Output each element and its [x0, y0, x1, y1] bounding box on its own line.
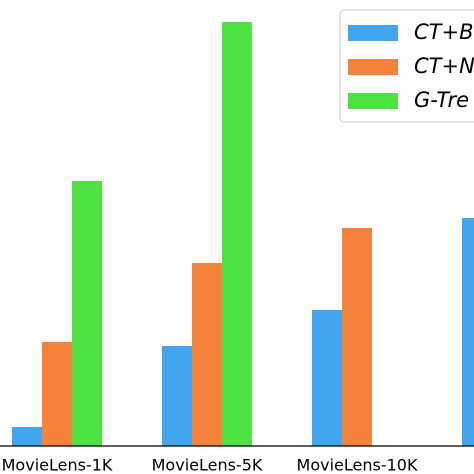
bar [12, 427, 42, 446]
legend-swatch [348, 93, 398, 109]
bar [312, 310, 342, 446]
bar [192, 263, 222, 446]
bar [162, 346, 192, 446]
bar [42, 342, 72, 446]
legend-label: CT+B [414, 20, 474, 44]
legend-swatch [348, 59, 398, 75]
bar [462, 218, 474, 446]
legend-label: CT+N [414, 54, 474, 78]
x-tick-label: MovieLens-1K [2, 456, 113, 474]
bar [222, 22, 252, 446]
legend: CT+B CT+N G-Tre [339, 9, 474, 123]
plot-area [12, 22, 474, 446]
legend-label: G-Tre [414, 88, 469, 112]
bar [342, 228, 372, 446]
legend-swatch [348, 25, 398, 41]
x-tick-label: MovieLens-10K [297, 456, 418, 474]
x-tick-label: MovieLens-5K [152, 456, 263, 474]
bar [72, 181, 102, 446]
